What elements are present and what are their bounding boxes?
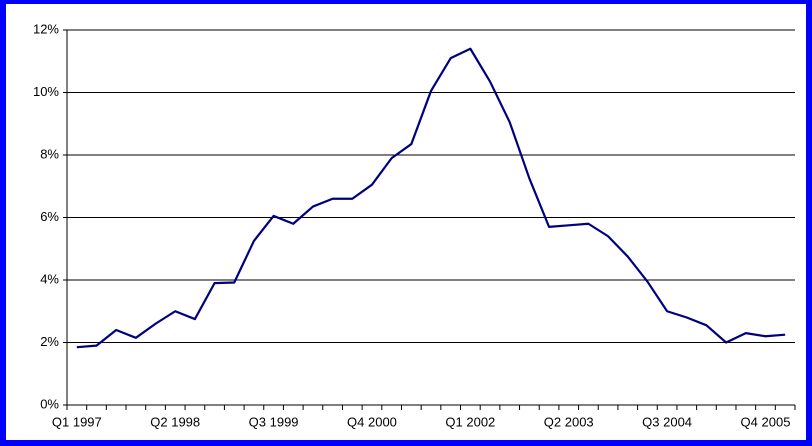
- data-line: [76, 47, 786, 349]
- y-tick-label: 0%: [40, 396, 59, 411]
- y-tick-label: 8%: [40, 146, 59, 161]
- x-tick-label: Q4 2000: [347, 414, 397, 429]
- y-tick-label: 6%: [40, 209, 59, 224]
- x-tick-label: Q4 2005: [741, 414, 791, 429]
- y-tick-label: 2%: [40, 334, 59, 349]
- x-tick-label: Q1 2002: [445, 414, 495, 429]
- x-tick-label: Q1 1997: [52, 414, 102, 429]
- x-tick-label: Q2 1998: [150, 414, 200, 429]
- x-tick-label: Q3 1999: [249, 414, 299, 429]
- y-tick-label: 10%: [33, 84, 59, 99]
- x-tick-label: Q3 2004: [642, 414, 692, 429]
- y-tick-label: 12%: [33, 21, 59, 36]
- y-tick-label: 4%: [40, 271, 59, 286]
- x-tick-label: Q2 2003: [544, 414, 594, 429]
- chart-panel: [6, 4, 806, 440]
